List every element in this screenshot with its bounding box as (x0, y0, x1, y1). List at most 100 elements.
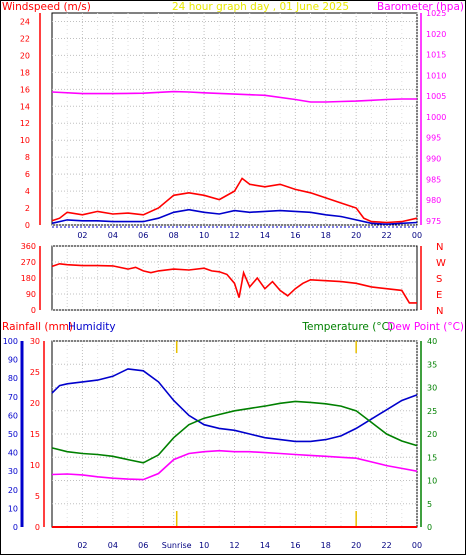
x-tick-label: 00 (412, 231, 422, 240)
y-tick-label: 90 (26, 290, 36, 299)
wind-barometer-panel: 02 04 06 08 10 12 14 16 18 20 22 000246810121416182… (20, 9, 447, 240)
y2-tick-label: 1000 (426, 113, 446, 122)
temp-tick-label: 0 (427, 523, 432, 532)
humidity-tick-label: 70 (8, 393, 18, 402)
y-tick-label: 12 (20, 119, 30, 128)
humidity-tick-label: 0 (13, 523, 18, 532)
y-tick-label: 10 (20, 136, 30, 145)
x-tick-label: 04 (108, 541, 118, 550)
rainfall-axis-label: Rainfall (mm) (2, 321, 73, 333)
direction-label: N (436, 306, 443, 317)
rain-tick-label: 30 (30, 337, 40, 346)
y2-tick-label: 1015 (426, 51, 446, 60)
x-tick-label: 16 (290, 231, 300, 240)
x-tick-label: 10 (199, 541, 209, 550)
x-tick-label: 22 (381, 541, 391, 550)
y2-tick-label: 1020 (426, 30, 446, 39)
x-tick-label: 02 (77, 231, 87, 240)
series-dew-point (51, 449, 418, 481)
y-tick-label: 270 (21, 258, 36, 267)
humidity-tick-label: 30 (8, 467, 18, 476)
rain-tick-label: 10 (30, 461, 40, 470)
windspeed-axis-label: Windspeed (m/s) (2, 1, 91, 13)
x-tick-label: 08 (169, 231, 179, 240)
rain-tick-label: 15 (30, 430, 40, 439)
humidity-tick-label: 20 (8, 486, 18, 495)
series-humidity (51, 368, 418, 443)
rain-tick-label: 25 (30, 368, 40, 377)
x-tick-label: 02 (77, 541, 87, 550)
y-tick-label: 20 (20, 51, 30, 60)
y2-tick-label: 990 (426, 154, 441, 163)
barometer-axis-label: Barometer (hpa) (377, 1, 464, 13)
y-tick-label: 8 (25, 153, 30, 162)
y-tick-label: 4 (25, 187, 30, 196)
x-tick-label: 18 (321, 231, 331, 240)
dewpoint-axis-label: Dew Point (°C) (387, 321, 464, 333)
series-wind-speed (51, 208, 418, 226)
y2-tick-label: 1010 (426, 71, 446, 80)
series-wind-gust (51, 177, 418, 224)
y-tick-label: 14 (20, 102, 30, 111)
rain-tick-label: 0 (35, 523, 40, 532)
temp-tick-label: 35 (427, 360, 437, 369)
y-tick-label: 18 (20, 68, 30, 77)
rain-tick-label: 5 (35, 492, 40, 501)
y-tick-label: 16 (20, 85, 30, 94)
temp-tick-label: 5 (427, 500, 432, 509)
humidity-tick-label: 50 (8, 430, 18, 439)
temp-humidity-panel: 02 04 06 10 12 14 16 18 20 22 00051015202530354001… (3, 337, 437, 550)
chart-title: 24 hour graph day , 01 June 2025 (172, 1, 349, 13)
humidity-tick-label: 60 (8, 411, 18, 420)
rain-tick-label: 20 (30, 399, 40, 408)
direction-label: N (436, 242, 443, 253)
y-tick-label: 22 (20, 34, 30, 43)
humidity-axis-label: Humidity (68, 321, 116, 333)
series-temperature (51, 400, 418, 464)
series-wind-direction (51, 262, 417, 304)
direction-label: S (436, 274, 442, 285)
humidity-tick-label: 100 (3, 337, 18, 346)
temp-tick-label: 10 (427, 477, 437, 486)
series-barometer (51, 90, 417, 103)
y-tick-label: 24 (20, 17, 30, 26)
y2-tick-label: 995 (426, 134, 441, 143)
humidity-tick-label: 40 (8, 449, 18, 458)
x-tick-label: 06 (138, 541, 148, 550)
y-tick-label: 180 (21, 274, 36, 283)
x-tick-label: 14 (260, 541, 270, 550)
temp-tick-label: 40 (427, 337, 437, 346)
x-tick-label: 12 (229, 541, 239, 550)
temp-tick-label: 30 (427, 384, 437, 393)
y-tick-label: 0 (31, 306, 36, 315)
y2-tick-label: 1025 (426, 9, 446, 18)
temperature-axis-label: Temperature (°C) (301, 321, 393, 333)
x-tick-label: 20 (351, 541, 361, 550)
x-tick-label: 06 (138, 231, 148, 240)
temp-tick-label: 25 (427, 407, 437, 416)
x-tick-label: 14 (260, 231, 270, 240)
x-tick-label: 12 (229, 231, 239, 240)
x-tick-label: 04 (108, 231, 118, 240)
y2-tick-label: 985 (426, 175, 441, 184)
humidity-tick-label: 80 (8, 374, 18, 383)
humidity-tick-label: 90 (8, 356, 18, 365)
x-tick-label: 18 (321, 541, 331, 550)
y2-tick-label: 980 (426, 196, 441, 205)
x-tick-label: 00 (412, 541, 422, 550)
y-tick-label: 2 (25, 204, 30, 213)
y-tick-label: 0 (25, 221, 30, 230)
humidity-tick-label: 10 (8, 504, 18, 513)
temp-tick-label: 20 (427, 430, 437, 439)
direction-label: W (436, 258, 446, 269)
y2-tick-label: 975 (426, 217, 441, 226)
x-tick-label: 22 (381, 231, 391, 240)
x-tick-label: 10 (199, 231, 209, 240)
y-tick-label: 6 (25, 170, 30, 179)
temp-tick-label: 15 (427, 453, 437, 462)
x-tick-label: 20 (351, 231, 361, 240)
x-tick-label: 16 (290, 541, 300, 550)
y2-tick-label: 1005 (426, 92, 446, 101)
